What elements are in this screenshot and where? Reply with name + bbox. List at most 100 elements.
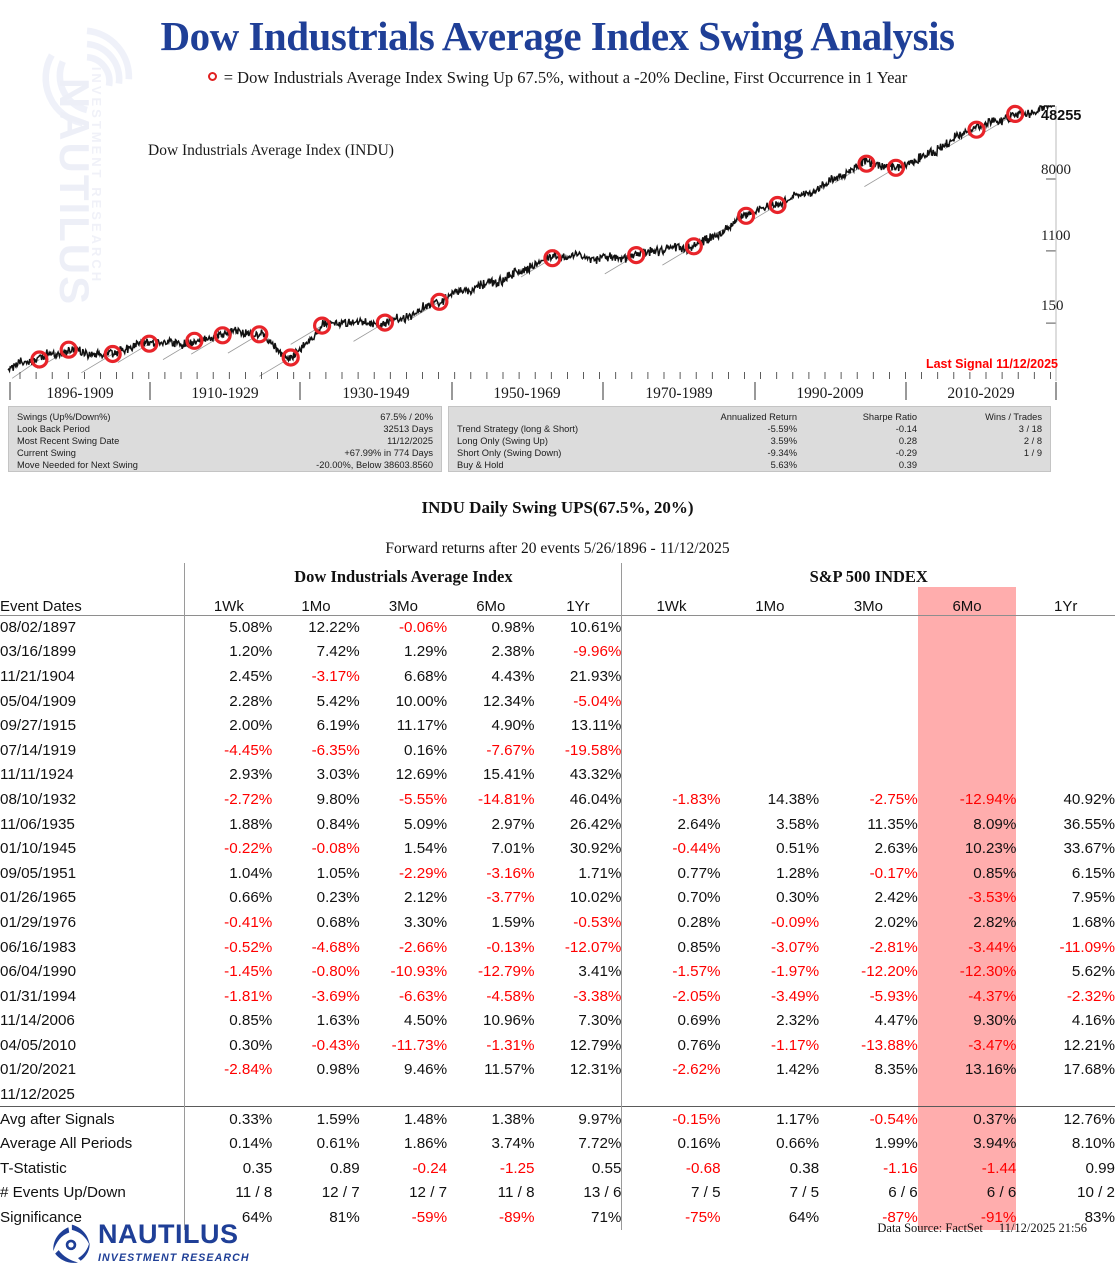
dow-summary-cell: 11 / 8 <box>497 1184 535 1202</box>
spx-summary-cell: 8.10% <box>1071 1135 1115 1153</box>
spx-summary-cell: 6 / 6 <box>917 1180 1017 1206</box>
perf-annualized: -5.59% <box>767 424 797 435</box>
perf-header-sharpe: Sharpe Ratio <box>862 412 917 422</box>
spx-return-cell: 6.15% <box>1071 864 1115 882</box>
legend-marker-icon <box>207 72 217 81</box>
footer-brand-tagline: INVESTMENT RESEARCH <box>98 1252 250 1264</box>
spx-summary-cell: -75% <box>621 1205 721 1230</box>
performance-row: Short Only (Swing Down) -9.34% -0.29 1 /… <box>457 447 1042 459</box>
spx-summary-cell: 0.38 <box>789 1159 820 1177</box>
spx-summary-cell: -1.16 <box>883 1159 918 1177</box>
spx-return-cell <box>819 1082 918 1107</box>
dow-return-cell: 43.32% <box>569 766 622 784</box>
spx-return-cell <box>819 738 918 763</box>
spx-return-cell <box>819 640 918 665</box>
x-axis-ticks <box>9 372 1057 400</box>
signal-marker-08-10-1932 <box>281 348 300 367</box>
event-date-cell: 01/26/1965 <box>0 889 77 907</box>
stat-label: Most Recent Swing Date <box>17 436 120 447</box>
header-dow-3mo[interactable]: 3Mo <box>388 597 418 615</box>
dow-return-cell: -4.68% <box>311 938 360 956</box>
dow-return-cell: 7.01% <box>491 840 535 858</box>
dow-return-cell: 0.98% <box>447 614 535 640</box>
dow-return-cell: -2.29% <box>398 864 448 882</box>
chart-canvas <box>7 104 1057 381</box>
dow-return-cell: 0.30% <box>184 1033 273 1058</box>
spx-return-cell <box>721 738 820 763</box>
dow-summary-cell: 0.35 <box>184 1156 273 1181</box>
dow-return-cell: -3.38% <box>573 987 622 1005</box>
dow-return-cell: 0.16% <box>404 741 448 759</box>
header-event-dates[interactable]: Event Dates <box>0 597 82 615</box>
swing-trendlines <box>11 113 1016 379</box>
page-title: Dow Industrials Average Index Swing Anal… <box>160 13 955 59</box>
table-row: 04/05/2010 0.30% -0.43% -11.73% -1.31% 12.79%… <box>0 1033 1115 1058</box>
summary-label-cell: T-Statistic <box>0 1159 67 1177</box>
dow-return-cell: -5.55% <box>398 790 448 808</box>
stat-row: Move Needed for Next Swing -20.00%, Belo… <box>17 459 433 471</box>
stat-row: Look Back Period 32513 Days <box>17 423 433 435</box>
spx-return-cell <box>1016 614 1115 640</box>
spx-return-cell: 1.28% <box>776 864 820 882</box>
dow-return-cell: -0.22% <box>184 836 273 861</box>
dow-return-cell: 0.85% <box>184 1008 273 1034</box>
spx-return-cell <box>1016 1082 1115 1107</box>
spx-return-cell: 2.32% <box>776 1012 820 1030</box>
perf-wins <box>917 459 1042 471</box>
spx-return-cell <box>917 737 1017 763</box>
perf-header-annualized: Annualized Return <box>720 412 798 422</box>
header-spx-1yr[interactable]: 1Yr <box>1054 597 1078 615</box>
spx-return-cell <box>621 737 721 763</box>
dow-return-cell: 1.20% <box>184 639 273 665</box>
spx-return-cell <box>819 713 918 738</box>
spx-return-cell <box>621 1082 721 1107</box>
header-spx-6mo[interactable]: 6Mo <box>917 587 1017 615</box>
dow-return-cell: 1.88% <box>184 811 273 837</box>
dow-return-cell: -14.81% <box>477 790 535 808</box>
spx-return-cell: 0.70% <box>621 885 721 911</box>
spx-return-cell: 17.68% <box>1063 1061 1115 1079</box>
spx-return-cell: -12.94% <box>917 787 1017 812</box>
spx-return-cell: -3.53% <box>917 885 1017 911</box>
header-spx-3mo[interactable]: 3Mo <box>853 597 884 615</box>
dow-return-cell <box>184 1082 273 1107</box>
dow-return-cell: -0.52% <box>184 934 273 960</box>
legend-label: = Dow Industrials Average Index Swing Up… <box>223 68 908 87</box>
data-source-label: Data Source: FactSet <box>877 1221 983 1235</box>
header-dow-1wk[interactable]: 1Wk <box>184 587 273 615</box>
forward-returns-table: Dow Industrials Average Index S&P 500 IN… <box>0 563 1115 1230</box>
spx-return-cell: -2.75% <box>869 790 918 808</box>
dow-return-cell: 12.22% <box>272 614 360 640</box>
dow-summary-cell: -89% <box>499 1209 535 1227</box>
dow-summary-cell: 1.86% <box>404 1135 448 1153</box>
signal-marker-01-31-1994 <box>768 195 787 215</box>
spx-summary-cell: 10 / 2 <box>1077 1184 1115 1202</box>
dow-summary-cell: 7.72% <box>578 1135 622 1153</box>
dow-return-cell: -2.72% <box>184 787 273 812</box>
spx-return-cell: -0.17% <box>869 864 918 882</box>
x-axis-label-0: 1896-1909 <box>46 385 114 402</box>
header-spx-1wk[interactable]: 1Wk <box>621 587 721 615</box>
performance-row: Buy & Hold 5.63% 0.39 <box>457 459 1042 471</box>
perf-header-wins: Wins / Trades <box>985 412 1042 422</box>
dow-return-cell: -11.73% <box>391 1036 448 1054</box>
spx-summary-cell: -91% <box>917 1205 1017 1230</box>
header-dow-1mo[interactable]: 1Mo <box>301 597 331 615</box>
dow-summary-cell: 81% <box>329 1209 360 1227</box>
event-date-cell: 01/31/1994 <box>0 987 77 1005</box>
spx-return-cell: 12.21% <box>1063 1036 1115 1054</box>
dow-return-cell <box>360 1082 447 1107</box>
header-dow-6mo[interactable]: 6Mo <box>476 597 506 615</box>
dow-return-cell: 10.02% <box>569 889 622 907</box>
signal-marker-06-16-1983 <box>684 237 703 256</box>
spx-return-cell: 0.30% <box>776 889 820 907</box>
stat-label: Swings (Up%/Down%) <box>17 412 111 422</box>
dow-summary-cell: -59% <box>411 1209 448 1227</box>
header-spx-1mo[interactable]: 1Mo <box>755 597 785 615</box>
table-row: 01/29/1976 -0.41% 0.68% 3.30% 1.59% -0.53% 0.2… <box>0 910 1115 935</box>
spx-return-cell: -3.49% <box>771 987 820 1005</box>
spx-return-cell: 1.68% <box>1071 913 1115 931</box>
dow-return-cell: 30.92% <box>569 840 622 858</box>
header-dow-1yr[interactable]: 1Yr <box>566 597 590 615</box>
spx-return-cell: 5.62% <box>1071 963 1115 981</box>
